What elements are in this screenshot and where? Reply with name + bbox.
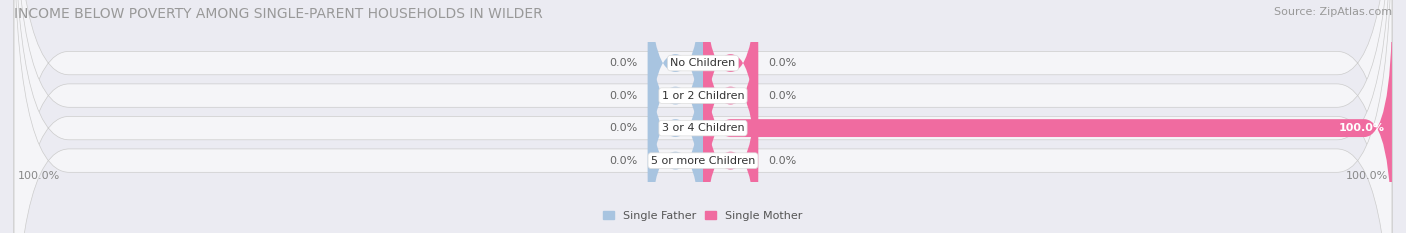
Text: No Children: No Children xyxy=(671,58,735,68)
Legend: Single Father, Single Mother: Single Father, Single Mother xyxy=(599,206,807,225)
FancyBboxPatch shape xyxy=(703,40,758,233)
Text: Source: ZipAtlas.com: Source: ZipAtlas.com xyxy=(1274,7,1392,17)
Text: 0.0%: 0.0% xyxy=(609,123,637,133)
Text: 100.0%: 100.0% xyxy=(17,171,59,181)
Text: INCOME BELOW POVERTY AMONG SINGLE-PARENT HOUSEHOLDS IN WILDER: INCOME BELOW POVERTY AMONG SINGLE-PARENT… xyxy=(14,7,543,21)
FancyBboxPatch shape xyxy=(14,0,1392,233)
Text: 5 or more Children: 5 or more Children xyxy=(651,156,755,166)
Text: 100.0%: 100.0% xyxy=(1339,123,1385,133)
Text: 0.0%: 0.0% xyxy=(769,156,797,166)
Text: 0.0%: 0.0% xyxy=(609,58,637,68)
Text: 0.0%: 0.0% xyxy=(769,58,797,68)
FancyBboxPatch shape xyxy=(648,7,703,233)
FancyBboxPatch shape xyxy=(648,0,703,217)
FancyBboxPatch shape xyxy=(648,0,703,184)
Text: 3 or 4 Children: 3 or 4 Children xyxy=(662,123,744,133)
Text: 0.0%: 0.0% xyxy=(609,156,637,166)
Text: 100.0%: 100.0% xyxy=(1347,171,1389,181)
FancyBboxPatch shape xyxy=(648,40,703,233)
Text: 0.0%: 0.0% xyxy=(609,91,637,101)
FancyBboxPatch shape xyxy=(14,0,1392,233)
FancyBboxPatch shape xyxy=(14,0,1392,233)
FancyBboxPatch shape xyxy=(14,0,1392,233)
FancyBboxPatch shape xyxy=(703,0,758,217)
Text: 0.0%: 0.0% xyxy=(769,91,797,101)
FancyBboxPatch shape xyxy=(703,7,1392,233)
Text: 1 or 2 Children: 1 or 2 Children xyxy=(662,91,744,101)
FancyBboxPatch shape xyxy=(703,0,758,184)
